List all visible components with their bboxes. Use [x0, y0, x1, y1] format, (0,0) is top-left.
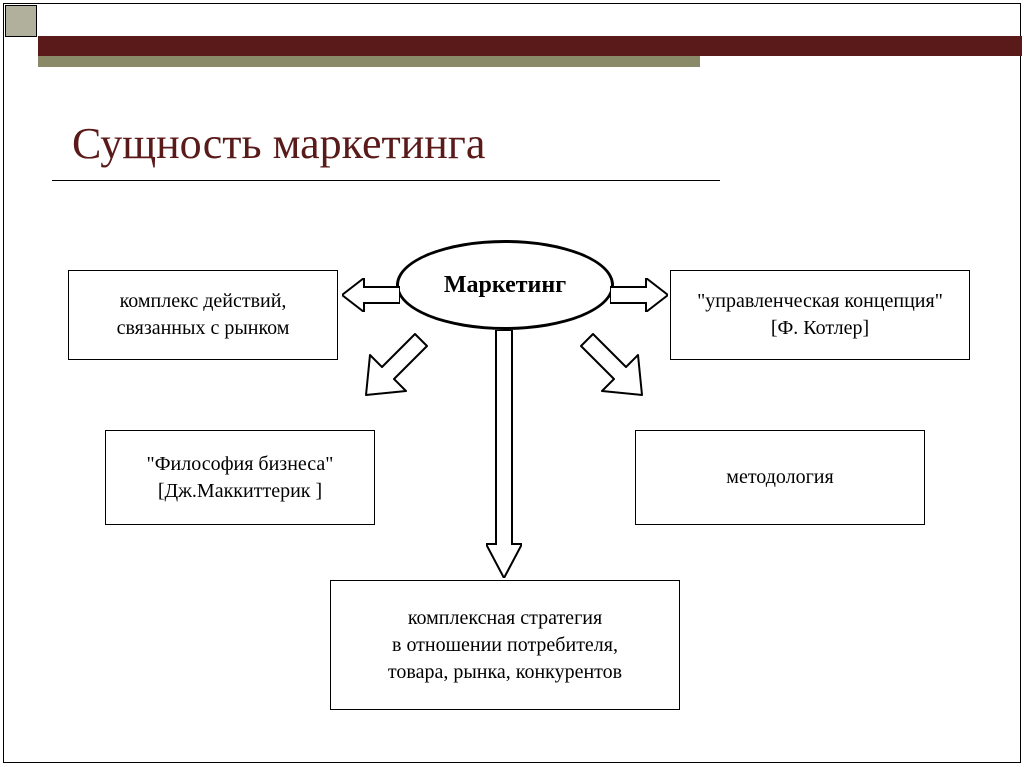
- box-line: товара, рынка, конкурентов: [388, 659, 622, 686]
- slide-title: Сущность маркетинга: [72, 118, 485, 169]
- box-line: в отношении потребителя,: [392, 632, 618, 659]
- arrow-down-right-icon: [578, 331, 648, 401]
- box-line: "управленческая концепция": [697, 288, 943, 315]
- center-label: Маркетинг: [444, 272, 566, 299]
- top-bar-olive: [38, 56, 700, 67]
- box-right-top: "управленческая концепция" [Ф. Котлер]: [670, 270, 970, 360]
- arrow-right-icon: [610, 278, 668, 312]
- box-line: [Ф. Котлер]: [771, 315, 869, 342]
- box-line: связанных с рынком: [117, 315, 290, 342]
- box-line: комплексная стратегия: [408, 605, 602, 632]
- box-right-mid: методология: [635, 430, 925, 525]
- box-line: [Дж.Маккиттерик ]: [158, 478, 322, 505]
- box-bottom: комплексная стратегия в отношении потреб…: [330, 580, 680, 710]
- box-line: комплекс действий,: [120, 288, 287, 315]
- center-ellipse: Маркетинг: [396, 240, 614, 330]
- title-underline: [52, 180, 720, 181]
- box-line: методология: [726, 464, 833, 491]
- corner-square: [5, 5, 37, 37]
- box-line: "Философия бизнеса": [147, 451, 334, 478]
- top-bar-maroon: [38, 36, 1022, 56]
- arrow-left-icon: [342, 278, 400, 312]
- box-left-top: комплекс действий, связанных с рынком: [68, 270, 338, 360]
- arrow-down-left-icon: [360, 331, 430, 401]
- box-left-mid: "Философия бизнеса" [Дж.Маккиттерик ]: [105, 430, 375, 525]
- arrow-down-icon: [486, 330, 522, 578]
